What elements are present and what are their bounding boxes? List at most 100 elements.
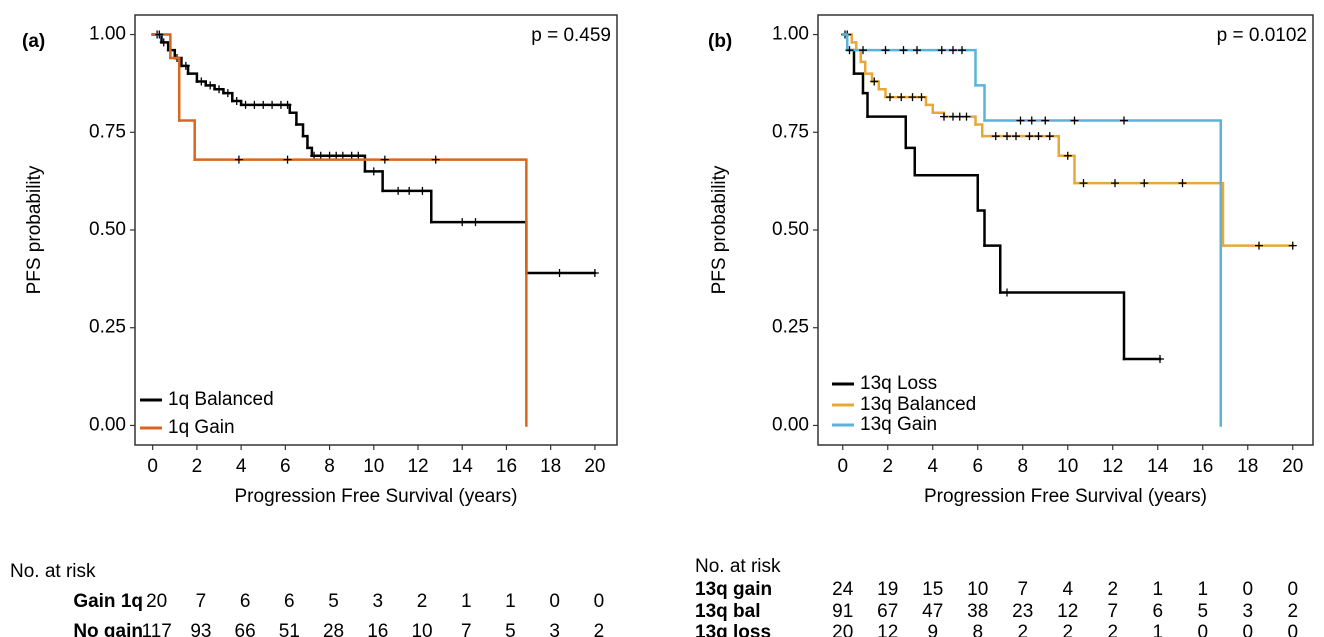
y-tick-label: 0.25 (772, 317, 809, 338)
risk-count: 2 (1107, 622, 1118, 637)
legend-label: 1q Balanced (168, 389, 274, 410)
censor-mark (215, 85, 224, 94)
risk-table-title: No. at risk (695, 556, 781, 577)
step-segment (852, 72, 865, 95)
y-tick-label: 0.50 (89, 219, 126, 240)
risk-count: 19 (877, 579, 898, 600)
censor-mark (458, 218, 467, 227)
y-tick-label: 0.00 (772, 414, 809, 435)
step-segment (976, 209, 986, 247)
risk-count: 5 (328, 591, 339, 612)
risk-count: 6 (1152, 601, 1163, 622)
step-segment (846, 48, 856, 75)
step-segment (859, 60, 867, 75)
x-tick-label: 14 (452, 456, 474, 477)
risk-count: 3 (549, 621, 560, 637)
risk-row-label: 13q loss (695, 622, 771, 637)
risk-count: 2 (594, 621, 605, 637)
series (151, 30, 528, 427)
censor-mark (1178, 179, 1187, 188)
y-axis-title: PFS probability (24, 165, 45, 294)
risk-count: 0 (549, 591, 560, 612)
x-tick-label: 6 (280, 456, 291, 477)
x-tick-label: 10 (363, 456, 384, 477)
censor-mark (259, 100, 268, 109)
risk-count: 1 (461, 591, 472, 612)
censor-mark (1140, 179, 1149, 188)
censor-mark (940, 112, 948, 121)
censor-mark (897, 93, 906, 102)
censor-mark (1156, 355, 1164, 363)
censor-mark (1003, 288, 1011, 297)
censor-mark (159, 38, 168, 47)
censor-mark (1111, 179, 1119, 188)
censor-mark (206, 81, 215, 90)
step-segment (913, 174, 979, 212)
risk-count: 1 (1197, 579, 1208, 600)
risk-count: 23 (1012, 601, 1033, 622)
y-tick-label: 0.00 (89, 414, 126, 435)
x-tick-label: 18 (540, 456, 561, 477)
step-segment (904, 146, 916, 177)
x-tick-label: 12 (407, 456, 428, 477)
censor-mark (1070, 116, 1079, 125)
censor-mark (1045, 132, 1054, 141)
step-segment (850, 41, 858, 52)
y-tick-label: 0.75 (772, 121, 809, 142)
censor-mark (859, 46, 867, 55)
p-value: p = 0.459 (531, 25, 611, 46)
censor-mark (234, 155, 243, 164)
censor-mark (886, 93, 894, 102)
x-tick-label: 8 (324, 456, 335, 477)
risk-row-label: 13q bal (695, 601, 760, 622)
x-tick-label: 0 (147, 456, 158, 477)
censor-mark (1255, 241, 1263, 250)
risk-count: 12 (1057, 601, 1078, 622)
series (151, 30, 599, 277)
series (841, 33, 1222, 427)
risk-count: 5 (505, 621, 516, 637)
panel-label: (a) (22, 31, 45, 52)
risk-count: 20 (146, 591, 167, 612)
censor-mark (394, 186, 403, 195)
x-tick-label: 18 (1237, 456, 1258, 477)
censor-mark (223, 89, 232, 98)
step-segment (861, 91, 869, 118)
risk-count: 7 (1107, 601, 1118, 622)
panel-label: (b) (708, 31, 732, 52)
step-segment (306, 146, 314, 157)
risk-count: 38 (967, 601, 988, 622)
step-segment (1073, 181, 1225, 247)
x-axis-title: Progression Free Survival (years) (235, 486, 518, 507)
risk-count: 0 (1197, 622, 1208, 637)
step-segment (974, 84, 986, 122)
risk-count: 6 (240, 591, 251, 612)
risk-count: 2 (417, 591, 428, 612)
censor-mark (431, 155, 440, 164)
y-tick-label: 0.75 (89, 121, 126, 142)
x-tick-label: 0 (837, 456, 848, 477)
censor-mark (1041, 116, 1050, 125)
risk-count: 5 (1197, 601, 1208, 622)
step-segment (983, 119, 1222, 427)
risk-count: 67 (877, 601, 898, 622)
step-segment (974, 123, 984, 138)
risk-count: 16 (367, 621, 388, 637)
risk-count: 93 (190, 621, 211, 637)
step-segment (310, 154, 367, 173)
step-segment (924, 103, 934, 114)
risk-row-label: 13q gain (695, 579, 772, 600)
censor-mark (899, 46, 908, 55)
censor-mark (250, 100, 259, 109)
censor-mark (369, 167, 378, 176)
risk-count: 0 (1242, 622, 1253, 637)
censor-mark (870, 77, 879, 86)
risk-row-label: No gain (73, 621, 143, 637)
censor-mark (991, 132, 1000, 141)
risk-row-label: Gain 1q (73, 591, 143, 612)
legend-label: 13q Balanced (860, 394, 976, 415)
risk-count: 66 (235, 621, 256, 637)
series (841, 30, 1164, 363)
censor-mark (1012, 132, 1020, 141)
risk-count: 1 (505, 591, 516, 612)
